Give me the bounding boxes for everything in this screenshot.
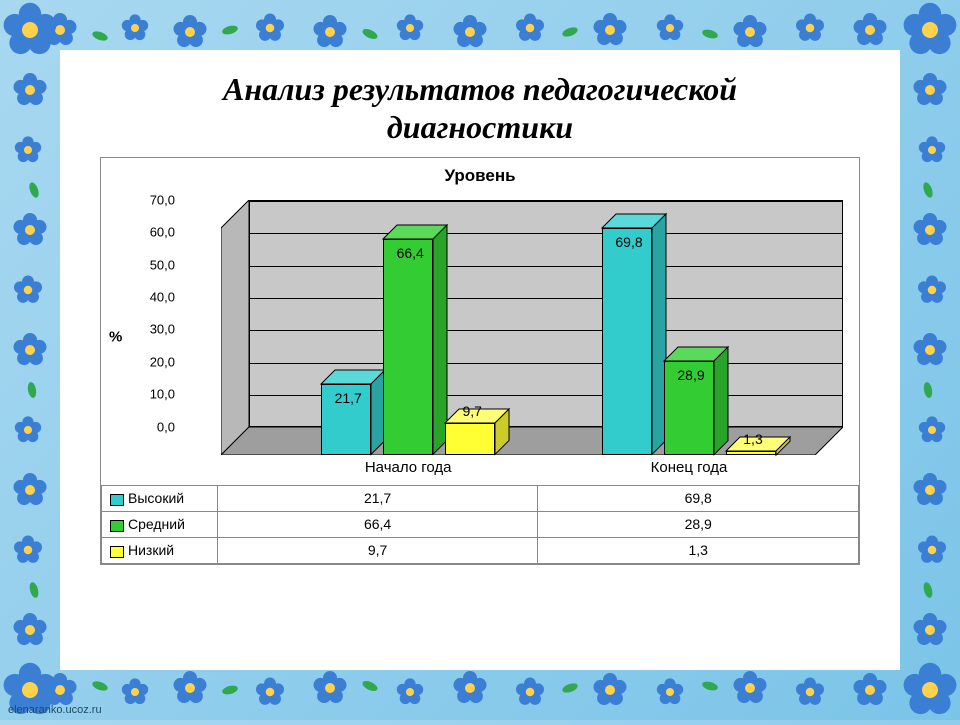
bar-value-label: 1,3 — [728, 431, 778, 447]
table-cell: 1,3 — [538, 537, 859, 563]
bar-Средний: 66,4 — [383, 239, 433, 454]
legend-label: Низкий — [128, 542, 174, 558]
bar-value-label: 69,8 — [604, 234, 654, 250]
table-row: Низкий 9,71,3 — [102, 537, 859, 563]
chart-plot-area: % 0,010,020,030,040,050,060,070,0 — [109, 190, 851, 485]
plot-3d: 21,7 66,4 9,7 69,8 28,9 1,3 — [221, 200, 843, 455]
table-row: Высокий 21,769,8 — [102, 485, 859, 511]
data-table: Высокий 21,769,8 Средний 66,428,9 Низкий 9,71… — [101, 485, 859, 564]
bar-value-label: 21,7 — [323, 390, 373, 406]
legend-cell: Высокий — [102, 485, 218, 511]
y-tick: 0,0 — [157, 419, 175, 434]
x-category-label: Начало года — [365, 459, 452, 476]
y-tick: 40,0 — [150, 290, 175, 305]
y-tick: 70,0 — [150, 192, 175, 207]
y-axis: 0,010,020,030,040,050,060,070,0 — [159, 200, 219, 455]
y-tick: 50,0 — [150, 257, 175, 272]
bar-Низкий: 9,7 — [445, 423, 495, 454]
table-row: Средний 66,428,9 — [102, 511, 859, 537]
bar-Низкий: 1,3 — [726, 451, 776, 455]
legend-label: Высокий — [128, 490, 184, 506]
table-cell: 66,4 — [217, 511, 538, 537]
chart-container: Уровень % 0,010,020,030,040,050,060,070,… — [100, 157, 860, 565]
legend-cell: Средний — [102, 511, 218, 537]
content-panel: Анализ результатов педагогическойдиагнос… — [60, 50, 900, 670]
page-title: Анализ результатов педагогическойдиагнос… — [90, 70, 870, 147]
bar-value-label: 28,9 — [666, 367, 716, 383]
y-tick: 10,0 — [150, 387, 175, 402]
y-tick: 30,0 — [150, 322, 175, 337]
y-axis-label: % — [109, 329, 122, 346]
legend-swatch — [110, 546, 124, 558]
y-tick: 20,0 — [150, 354, 175, 369]
x-axis-labels: Начало года Конец года — [221, 459, 843, 479]
legend-cell: Низкий — [102, 537, 218, 563]
bar-Средний: 28,9 — [664, 361, 714, 455]
table-cell: 21,7 — [217, 485, 538, 511]
watermark: elenaranko.ucoz.ru — [8, 704, 102, 716]
bar-value-label: 66,4 — [385, 245, 435, 261]
legend-swatch — [110, 520, 124, 532]
bar-Высокий: 21,7 — [321, 384, 371, 454]
y-tick: 60,0 — [150, 225, 175, 240]
table-cell: 69,8 — [538, 485, 859, 511]
x-category-label: Конец года — [651, 459, 728, 476]
bar-value-label: 9,7 — [447, 403, 497, 419]
chart-title: Уровень — [101, 158, 859, 190]
legend-swatch — [110, 494, 124, 506]
table-cell: 28,9 — [538, 511, 859, 537]
legend-label: Средний — [128, 516, 185, 532]
table-cell: 9,7 — [217, 537, 538, 563]
bar-Высокий: 69,8 — [602, 228, 652, 454]
